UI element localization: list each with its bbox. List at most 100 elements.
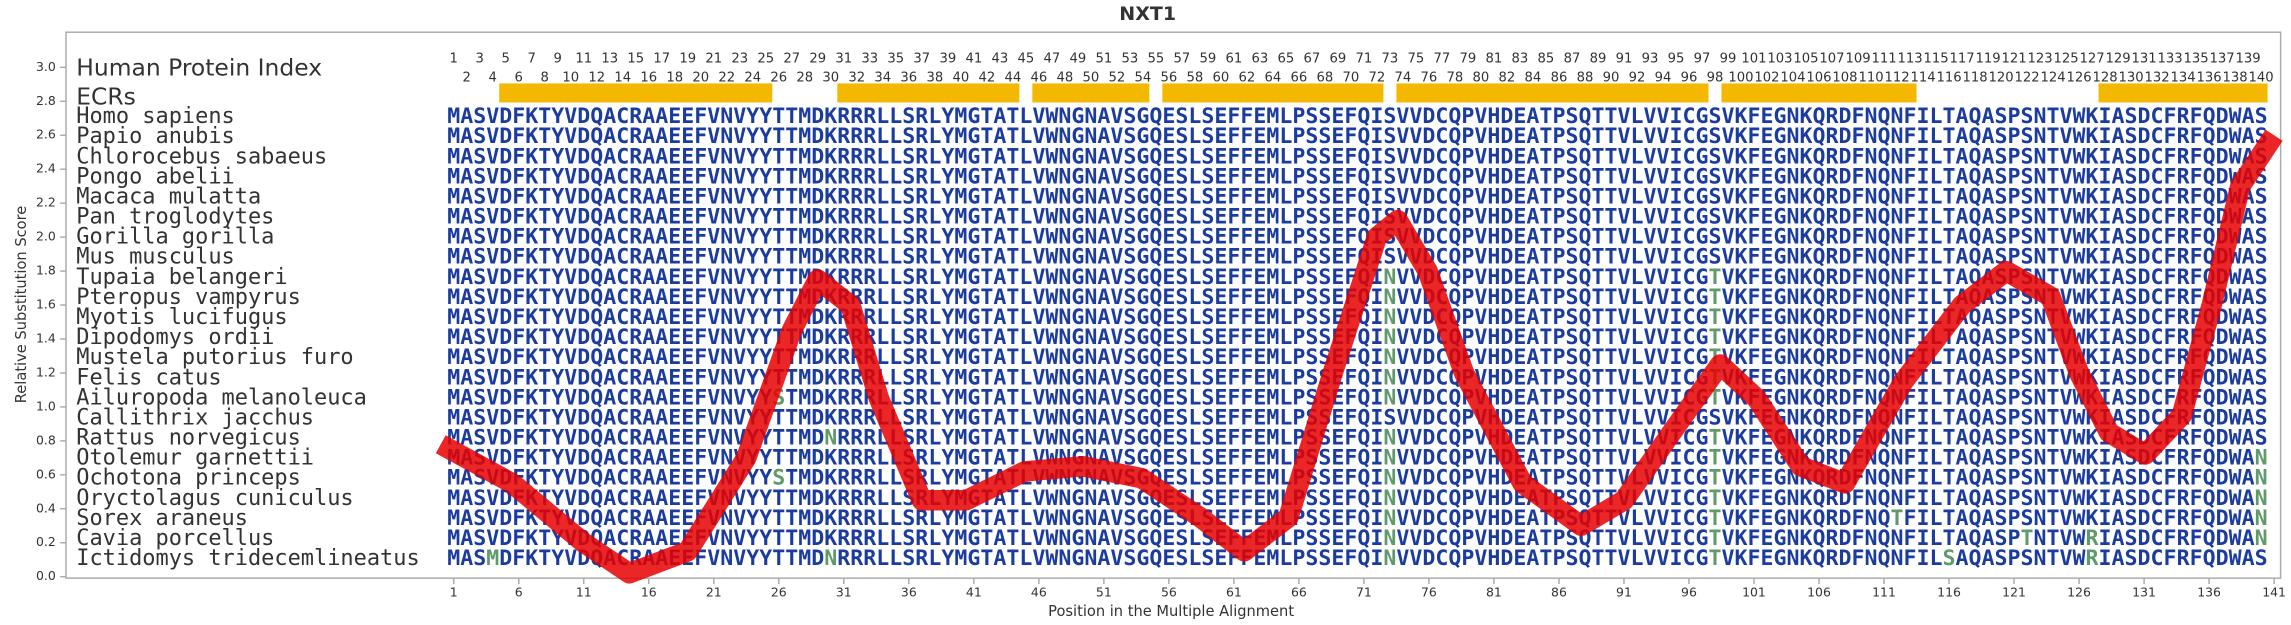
position-number: 37 <box>913 52 930 67</box>
position-number: 126 <box>2066 71 2091 86</box>
x-tick-label: 86 <box>1551 584 1567 599</box>
position-number: 42 <box>978 71 995 86</box>
position-number: 139 <box>2236 52 2261 67</box>
position-number: 46 <box>1030 71 1047 86</box>
species-name: Ochotona princeps <box>76 466 301 491</box>
position-number: 41 <box>965 52 982 67</box>
y-tick-label: 1.2 <box>36 364 56 379</box>
position-number: 94 <box>1655 71 1672 86</box>
position-number: 34 <box>874 71 891 86</box>
x-tick-label: 41 <box>966 584 982 599</box>
position-number: 111 <box>1871 52 1896 67</box>
position-number: 116 <box>1936 71 1961 86</box>
y-tick-label: 1.0 <box>36 398 56 413</box>
position-number: 47 <box>1043 52 1060 67</box>
position-number: 7 <box>528 52 536 67</box>
position-number: 79 <box>1460 52 1477 67</box>
position-number: 56 <box>1161 71 1178 86</box>
position-number: 119 <box>1975 52 2000 67</box>
sequence: MASVDFKTYVDQACRAAEEFVNVYYTTMDKRRRLLSRLYM… <box>447 164 2267 189</box>
species-name: Callithrix jacchus <box>76 405 314 430</box>
position-number: 129 <box>2106 52 2131 67</box>
position-number: 73 <box>1382 52 1399 67</box>
position-number: 124 <box>2040 71 2065 86</box>
position-number: 77 <box>1434 52 1451 67</box>
ecr-bar <box>2098 83 2268 103</box>
position-number: 121 <box>2001 52 2026 67</box>
position-number: 43 <box>991 52 1008 67</box>
position-number: 84 <box>1525 71 1542 86</box>
position-number: 14 <box>614 71 631 86</box>
y-tick-label: 0.0 <box>36 568 56 583</box>
position-number: 24 <box>744 71 761 86</box>
ecr-bar <box>499 83 773 103</box>
ecr-bar <box>837 83 1020 103</box>
position-number: 136 <box>2197 71 2222 86</box>
y-tick-label: 0.4 <box>36 500 56 515</box>
position-number: 65 <box>1278 52 1295 67</box>
x-tick-label: 11 <box>576 584 592 599</box>
position-number: 20 <box>692 71 709 86</box>
position-number: 8 <box>541 71 549 86</box>
x-tick-label: 111 <box>1872 584 1896 599</box>
position-number: 11 <box>575 52 592 67</box>
ecr-bar <box>1032 83 1150 103</box>
species-name: Homo sapiens <box>76 104 235 129</box>
position-number: 49 <box>1069 52 1086 67</box>
position-number: 33 <box>861 52 878 67</box>
species-name: Oryctolagus cuniculus <box>76 486 353 511</box>
position-number: 60 <box>1213 71 1230 86</box>
position-number: 98 <box>1707 71 1724 86</box>
position-number: 69 <box>1330 52 1347 67</box>
position-number: 54 <box>1134 71 1151 86</box>
species-name: Gorilla gorilla <box>76 225 274 250</box>
position-number: 19 <box>679 52 696 67</box>
position-number: 133 <box>2158 52 2183 67</box>
position-number: 21 <box>705 52 722 67</box>
position-number: 6 <box>515 71 523 86</box>
sequence: MASVDFKTYVDQACRAAEEFVNVYYTTMDKRRRLLSRLYM… <box>447 225 2267 250</box>
species-name: Dipodomys ordii <box>76 325 274 350</box>
species-name: Mus musculus <box>76 245 235 270</box>
sequence: MASVDFKTYVDQACRAAEEFVNVYYTTMDKRRRLLSRLYM… <box>447 285 2267 310</box>
x-tick-label: 121 <box>2002 584 2026 599</box>
position-number: 13 <box>601 52 618 67</box>
position-number: 68 <box>1317 71 1334 86</box>
sequence: MASVDFKTYVDQACRAAEEFVNVYYTTMDKRRRLLSRLYM… <box>447 506 2267 531</box>
sequence: MASVDFKTYVDQACRAAEEFVNVYYTTMDKRRRLLSRLYM… <box>447 205 2267 230</box>
position-number: 3 <box>476 52 484 67</box>
position-number: 50 <box>1082 71 1099 86</box>
y-tick-label: 1.8 <box>36 263 56 278</box>
species-name: Pteropus vampyrus <box>76 285 301 310</box>
sequence: MASVDFKTYVDQACRAAEEFVNVYYTTMDKRRRLLSRLYM… <box>447 526 2267 551</box>
position-number: 28 <box>796 71 813 86</box>
position-number: 82 <box>1499 71 1516 86</box>
x-tick-label: 136 <box>2197 584 2221 599</box>
species-name: Ictidomys tridecemlineatus <box>76 546 419 571</box>
position-number: 18 <box>666 71 683 86</box>
y-tick-label: 0.6 <box>36 466 56 481</box>
position-number: 100 <box>1728 71 1753 86</box>
sequence: MASVDFKTYVDQACRAAEEFVNVYYTTMDKRRRLLSRLYM… <box>447 124 2267 149</box>
x-tick-label: 26 <box>771 584 787 599</box>
position-number: 95 <box>1668 52 1685 67</box>
x-tick-label: 116 <box>1937 584 1961 599</box>
position-number: 99 <box>1720 52 1737 67</box>
position-number: 63 <box>1252 52 1269 67</box>
position-number: 83 <box>1512 52 1529 67</box>
species-name: Sorex araneus <box>76 506 248 531</box>
position-number: 17 <box>653 52 670 67</box>
x-tick-label: 126 <box>2067 584 2091 599</box>
position-number: 132 <box>2145 71 2170 86</box>
x-tick-label: 6 <box>515 584 523 599</box>
sequence: MASVDFKTYVDQACRAAEEFVNVYYTTMDKRRRLLSRLYM… <box>447 184 2267 209</box>
species-name: Otolemur garnettii <box>76 446 314 471</box>
sequence: MASVDFKTYVDQACRAAEEFVNVYYTTMDKRRRLLSRLYM… <box>447 104 2267 129</box>
y-tick-label: 1.4 <box>36 330 56 345</box>
sequence: MASMDFKTYVDQACRAAEEFVNVYYTTMDNRRRLLSRLYM… <box>447 546 2267 571</box>
position-number: 104 <box>1780 71 1805 86</box>
position-number: 80 <box>1473 71 1490 86</box>
species-name: Chlorocebus sabaeus <box>76 144 327 169</box>
chart-title: NXT1 <box>1119 3 1176 25</box>
